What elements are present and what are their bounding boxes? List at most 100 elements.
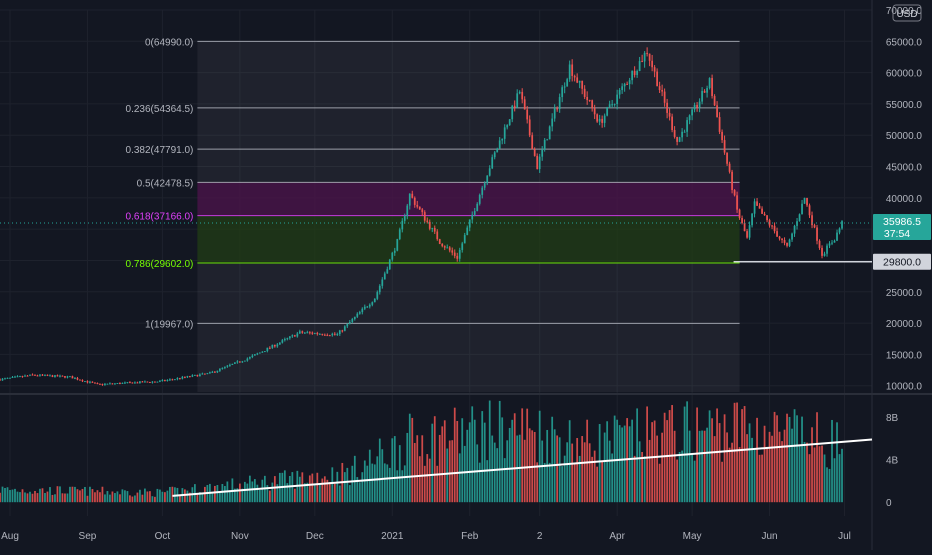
volume-bar: [356, 477, 359, 503]
fib-level-label: 0(64990.0): [145, 37, 193, 48]
volume-bar: [81, 488, 84, 503]
volume-bar: [246, 483, 249, 503]
candle-body: [438, 239, 441, 244]
candle-body: [209, 372, 211, 374]
volume-bar: [266, 485, 269, 503]
candle-body: [738, 209, 741, 218]
candle-body: [428, 221, 431, 229]
volume-bar: [338, 485, 341, 503]
volume-bar: [448, 440, 451, 503]
volume-bar: [11, 489, 14, 503]
candle-body: [14, 376, 16, 378]
candle-body: [691, 109, 693, 116]
candle-body: [528, 119, 531, 136]
volume-bar: [738, 447, 741, 503]
candle-body: [781, 238, 783, 241]
volume-tick-label: 4B: [886, 456, 899, 467]
volume-bar: [791, 428, 793, 503]
candle-body: [693, 104, 696, 110]
level-price-tag[interactable]: [873, 253, 931, 270]
volume-bar: [251, 481, 254, 503]
volume-bar: [391, 438, 394, 503]
candle-body: [671, 116, 673, 130]
candle-body: [29, 374, 31, 376]
candle-body: [338, 330, 341, 334]
candle-body: [791, 233, 793, 240]
volume-bar: [4, 488, 6, 503]
candle-body: [641, 61, 644, 63]
candle-body: [466, 227, 469, 236]
volume-bar: [611, 453, 614, 503]
candle-body: [823, 253, 826, 256]
candle-body: [381, 279, 384, 286]
volume-bar: [99, 492, 101, 503]
candle-body: [156, 381, 159, 383]
volume-bar: [571, 443, 574, 503]
candle-body: [106, 383, 109, 385]
price-tick-label: 45000.0: [886, 163, 923, 174]
candle-body: [141, 381, 144, 383]
volume-bar: [39, 488, 41, 503]
volume-bar: [663, 412, 666, 503]
candle-body: [276, 344, 279, 347]
candle-body: [278, 342, 281, 345]
volume-bar: [74, 486, 76, 503]
candle-body: [511, 105, 514, 120]
candle-body: [806, 197, 808, 206]
volume-bar: [678, 452, 681, 503]
volume-bar: [456, 420, 459, 503]
volume-bar: [0, 492, 1, 503]
candle-body: [708, 78, 711, 89]
candle-body: [596, 114, 599, 122]
volume-bar: [29, 491, 31, 503]
volume-trendline[interactable]: [172, 438, 873, 497]
candle-body: [26, 375, 29, 377]
candle-body: [513, 105, 516, 108]
candle-body: [636, 71, 639, 75]
fib-level-label: 0.618(37166.0): [126, 212, 194, 223]
candle-body: [348, 321, 351, 324]
volume-bar: [223, 486, 226, 503]
candle-body: [798, 214, 801, 222]
candle-body: [451, 250, 454, 253]
candle-body: [753, 201, 756, 214]
volume-bars: [0, 400, 843, 503]
time-tick-label: Nov: [231, 531, 249, 542]
volume-bar: [353, 455, 356, 503]
volume-bar: [34, 490, 36, 503]
fibonacci-retracement[interactable]: 0(64990.0) 0.236(54364.5) 0.382(47791.0) 0.…: [126, 37, 740, 393]
candle-body: [563, 86, 566, 88]
candle-body: [298, 331, 301, 334]
candle-body: [663, 91, 666, 103]
volume-bar: [104, 494, 106, 503]
volume-bar: [441, 426, 444, 503]
candle-body: [826, 245, 828, 254]
volume-bar: [776, 415, 778, 503]
candle-body: [323, 334, 326, 336]
candle-body: [538, 156, 541, 170]
candle-body: [661, 90, 663, 92]
volume-bar: [91, 489, 94, 503]
volume-bar: [478, 462, 481, 503]
volume-bar: [276, 484, 279, 503]
candle-body: [206, 373, 209, 375]
candle-body: [54, 375, 56, 377]
candle-body: [69, 376, 71, 378]
volume-bar: [241, 488, 244, 503]
volume-bar: [798, 446, 801, 503]
volume-bar: [601, 461, 604, 503]
candle-body: [171, 379, 174, 381]
volume-bar: [196, 494, 199, 503]
candle-body: [1, 378, 4, 381]
currency-badge[interactable]: [892, 4, 922, 22]
volume-bar: [348, 485, 351, 503]
current-price-value: 35986.5: [883, 216, 921, 228]
fib-zone-0.618-0.786: [197, 215, 740, 263]
volume-tick-label: 0: [886, 498, 892, 509]
volume-bar: [491, 435, 494, 503]
volume-tick-label: 8B: [886, 413, 899, 424]
candle-body: [34, 374, 36, 376]
candle-body: [266, 347, 269, 352]
